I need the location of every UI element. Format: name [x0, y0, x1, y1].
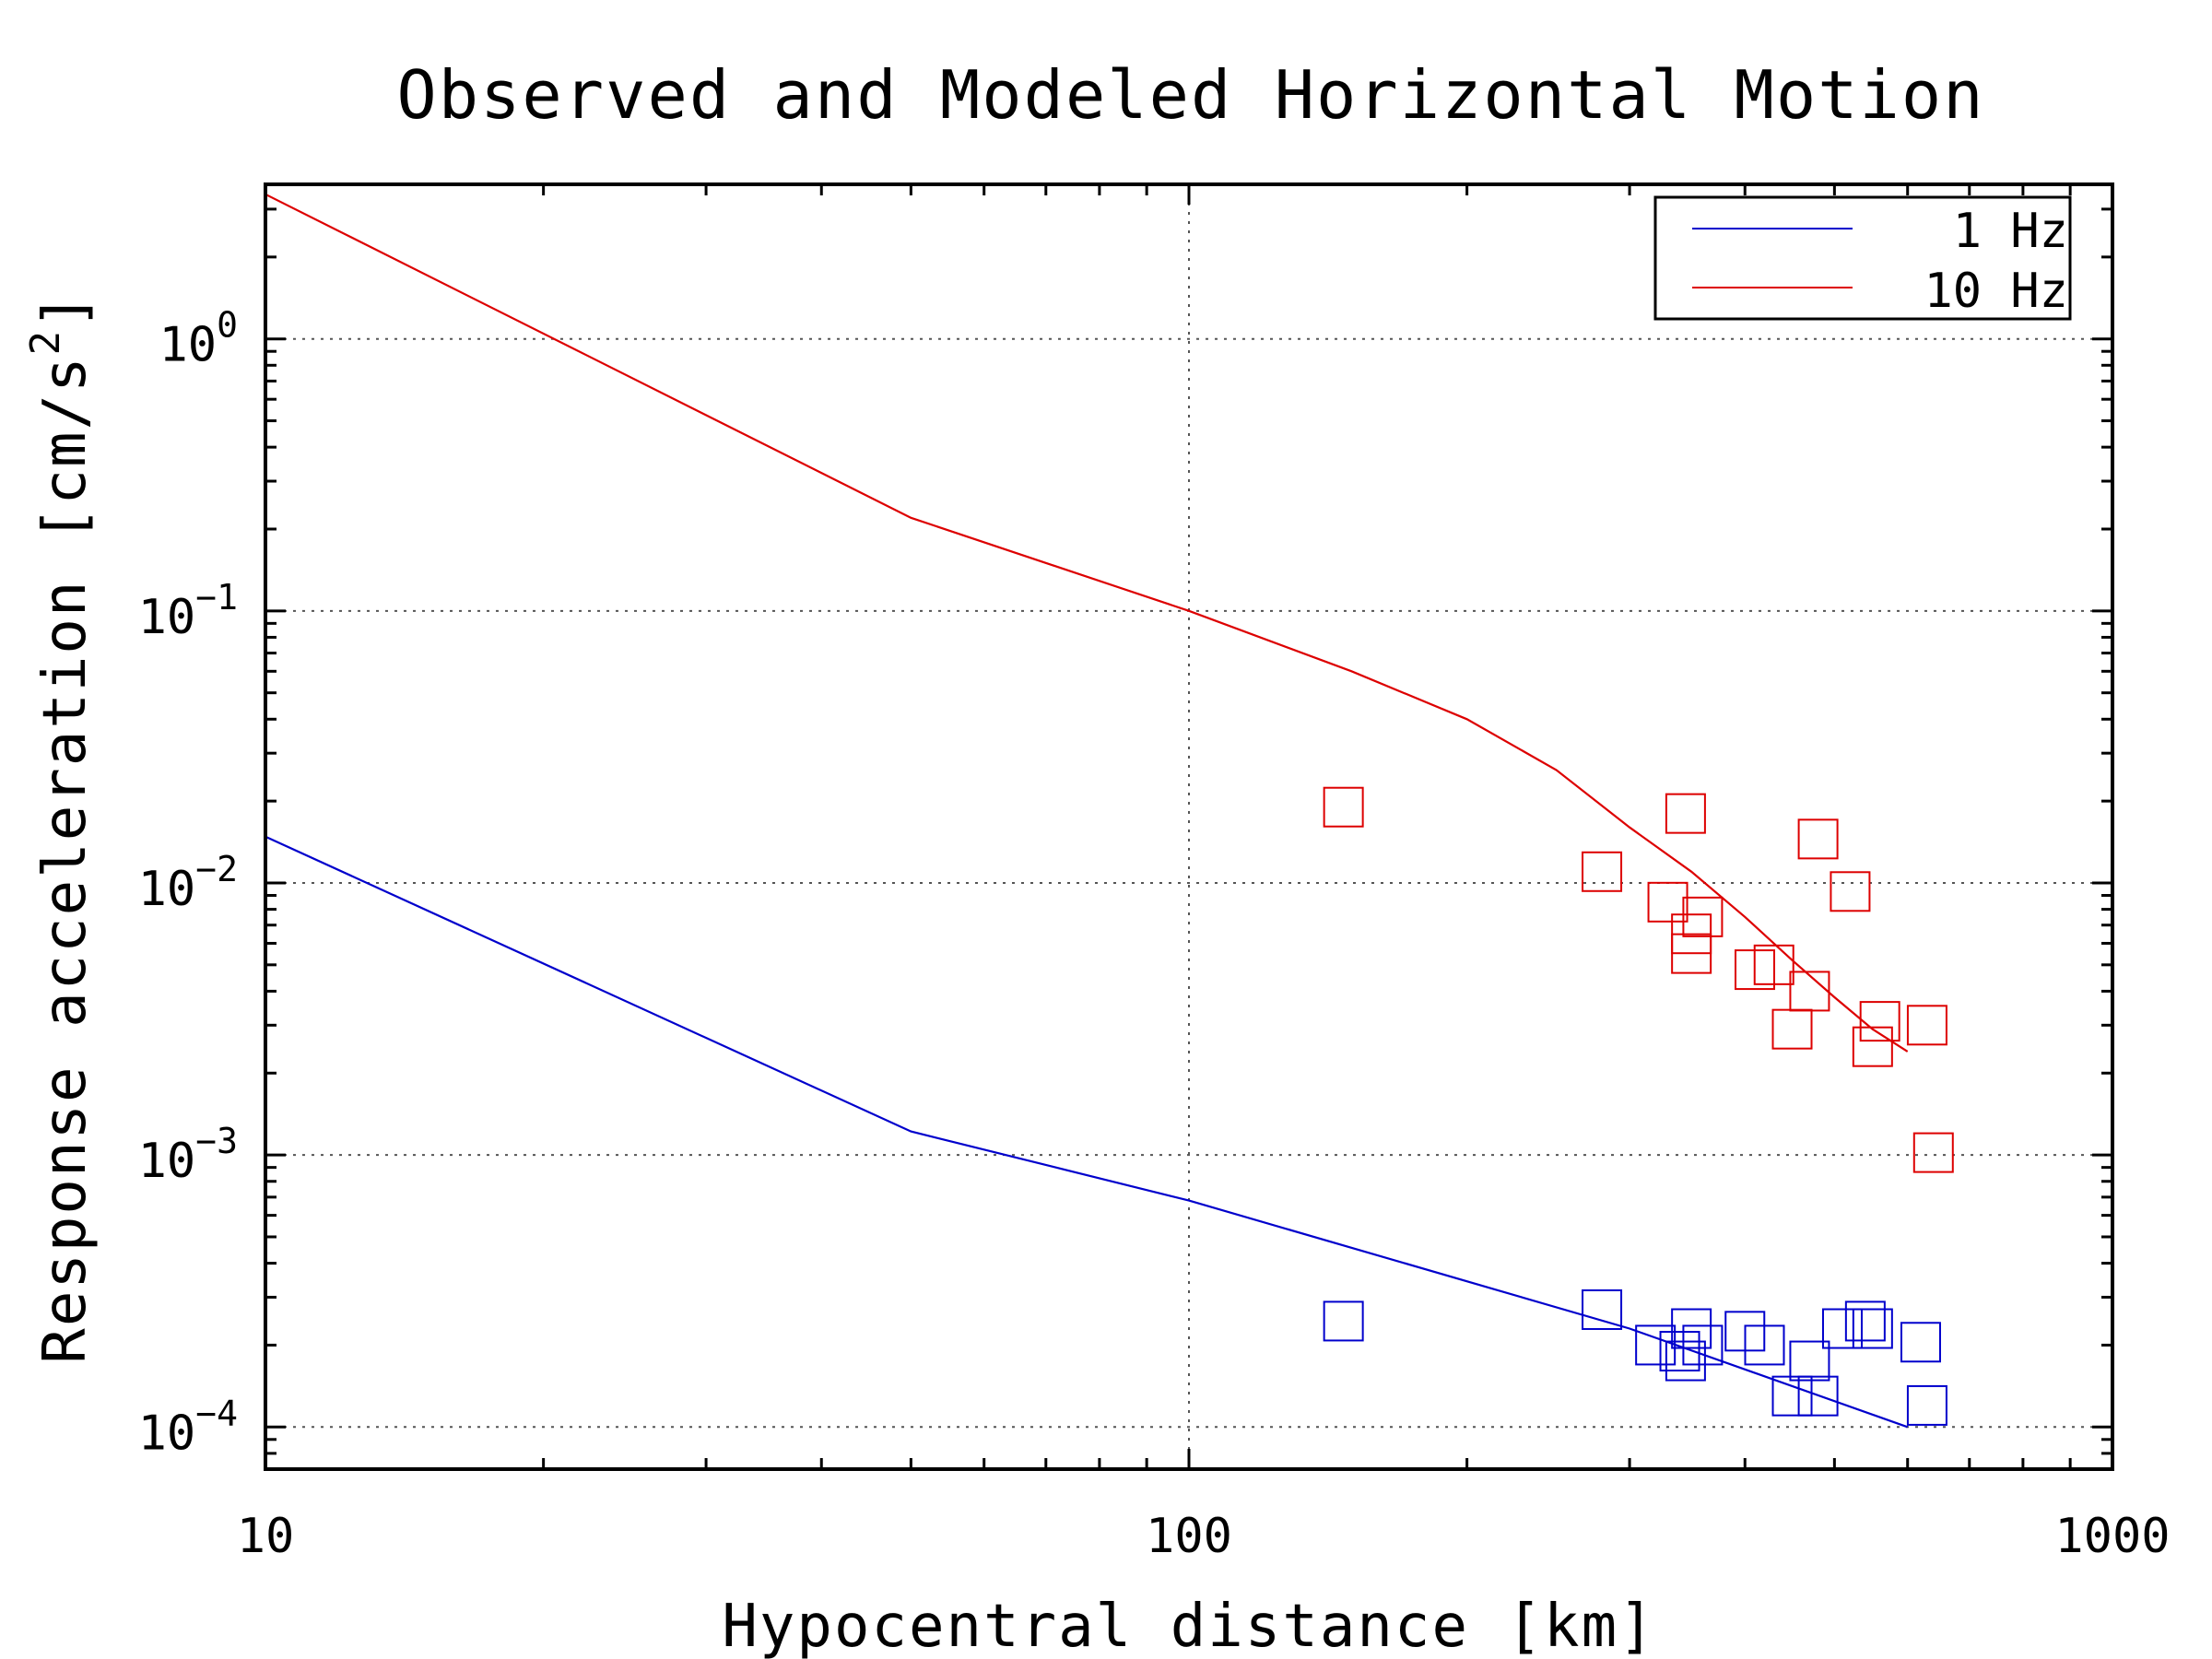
- model-line-10hz: [265, 193, 1909, 1053]
- y-tick-base: 10: [138, 1406, 196, 1461]
- observed-point-10hz: [1797, 818, 1839, 860]
- observed-point-10hz: [1647, 881, 1688, 923]
- legend-label-1hz: 1 Hz: [1953, 204, 2068, 259]
- y-tick-base: 10: [159, 318, 217, 373]
- legend-label-10hz: 10 Hz: [1924, 264, 2068, 319]
- y-tick-label: 10−1: [138, 577, 238, 645]
- x-axis-label: Hypocentral distance [km]: [722, 1593, 1655, 1659]
- y-tick-base: 10: [138, 590, 196, 645]
- observed-point-10hz: [1906, 1005, 1947, 1046]
- x-tick-label: 10: [237, 1509, 295, 1564]
- y-tick-exponent: 0: [217, 305, 238, 346]
- y-tick-label: 10−4: [138, 1393, 238, 1461]
- observed-point-1hz: [1665, 1340, 1706, 1382]
- y-tick-label: 10−2: [138, 849, 238, 917]
- observed-point-1hz: [1682, 1324, 1724, 1366]
- y-tick-label: 10−3: [138, 1121, 238, 1189]
- observed-point-1hz: [1671, 1308, 1712, 1349]
- observed-point-1hz: [1844, 1300, 1886, 1342]
- observed-point-1hz: [1744, 1324, 1785, 1366]
- plot-frame: [264, 182, 2114, 1471]
- y-tick-label: 100: [159, 305, 238, 373]
- y-axis-label-text: Response acceleration [cm/s: [31, 355, 100, 1363]
- observed-point-10hz: [1671, 933, 1712, 974]
- observed-point-1hz: [1582, 1288, 1623, 1330]
- observed-point-1hz: [1659, 1331, 1700, 1372]
- series-10hz: [265, 193, 1954, 1173]
- y-tick-exponent: −4: [195, 1393, 238, 1433]
- observed-point-10hz: [1665, 793, 1706, 834]
- y-tick-base: 10: [138, 1134, 196, 1189]
- y-tick-exponent: −3: [195, 1121, 238, 1161]
- y-axis-label-superscript: 2: [22, 329, 69, 356]
- observed-point-10hz: [1582, 851, 1623, 892]
- series-1hz: [265, 835, 1947, 1429]
- chart-title: Observed and Modeled Horizontal Motion: [396, 56, 1984, 134]
- observed-point-1hz: [1323, 1300, 1364, 1342]
- observed-point-10hz: [1323, 786, 1364, 828]
- observed-point-10hz: [1830, 871, 1871, 912]
- observed-point-1hz: [1635, 1324, 1677, 1366]
- x-tick-label: 100: [1146, 1509, 1232, 1564]
- observed-point-1hz: [1797, 1375, 1839, 1417]
- legend-box: [1653, 195, 2072, 321]
- legend: 1 Hz 10 Hz: [1653, 195, 2072, 321]
- observed-point-1hz: [1906, 1384, 1947, 1426]
- y-tick-base: 10: [138, 862, 196, 917]
- y-axis-label-close: ]: [31, 291, 100, 329]
- observed-point-1hz: [1900, 1322, 1941, 1363]
- series-layer: [265, 193, 1954, 1429]
- observed-point-10hz: [1753, 944, 1794, 985]
- observed-point-1hz: [1821, 1308, 1863, 1349]
- y-tick-exponent: −1: [195, 577, 238, 618]
- y-axis-label: Response acceleration [cm/s2]: [22, 291, 100, 1363]
- observed-point-10hz: [1859, 1001, 1900, 1042]
- observed-point-1hz: [1789, 1340, 1830, 1382]
- y-tick-exponent: −2: [195, 849, 238, 889]
- observed-point-1hz: [1852, 1308, 1893, 1349]
- x-tick-label: 1000: [2054, 1509, 2170, 1564]
- observed-point-10hz: [1852, 1026, 1893, 1067]
- observed-point-1hz: [1771, 1375, 1813, 1417]
- observed-point-10hz: [1912, 1132, 1954, 1173]
- observed-point-10hz: [1682, 896, 1724, 937]
- observed-point-10hz: [1789, 971, 1830, 1012]
